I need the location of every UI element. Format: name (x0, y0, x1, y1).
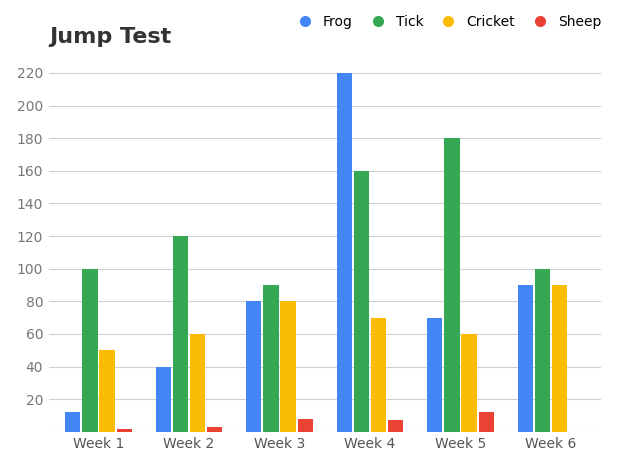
Bar (337, 73, 352, 432)
Bar (462, 334, 477, 432)
Legend: Frog, Tick, Cricket, Sheep: Frog, Tick, Cricket, Sheep (291, 15, 601, 29)
Bar (479, 412, 494, 432)
Bar (281, 301, 296, 432)
Bar (371, 318, 386, 432)
Text: Jump Test: Jump Test (49, 27, 171, 47)
Bar (207, 427, 222, 432)
Bar (100, 350, 115, 432)
Bar (190, 334, 205, 432)
Bar (263, 285, 279, 432)
Bar (552, 285, 567, 432)
Bar (156, 366, 171, 432)
Bar (518, 285, 533, 432)
Bar (82, 269, 98, 432)
Bar (65, 412, 81, 432)
Bar (444, 138, 460, 432)
Bar (298, 419, 313, 432)
Bar (535, 269, 550, 432)
Bar (427, 318, 443, 432)
Bar (246, 301, 262, 432)
Bar (173, 236, 188, 432)
Bar (354, 171, 369, 432)
Bar (117, 429, 132, 432)
Bar (388, 420, 403, 432)
